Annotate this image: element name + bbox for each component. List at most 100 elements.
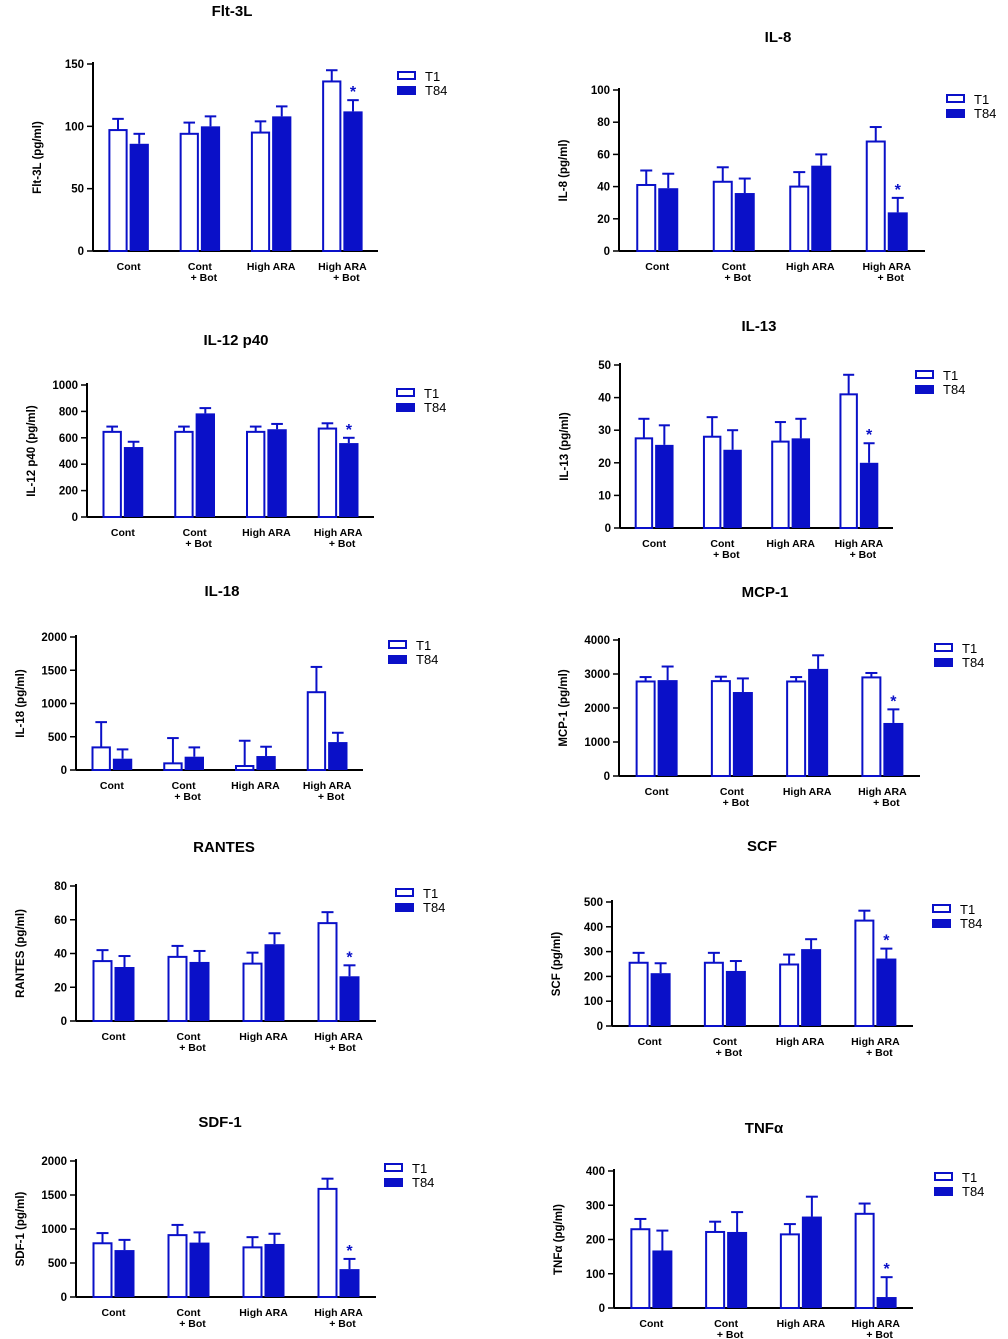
chart-title: IL-18: [204, 583, 239, 600]
significance-asterisk: *: [883, 933, 890, 950]
x-tick-label: High ARA: [314, 527, 363, 539]
x-tick-label: High ARA: [314, 1031, 363, 1043]
y-axis-label: Flt-3L (pg/ml): [32, 121, 44, 194]
legend-label-t84: T84: [412, 1175, 434, 1190]
chart-panel-3: IL-12 p40 IL-12 p40 (pg/ml) 0 200 400 600 800 1…: [26, 332, 446, 550]
bar-t1: [854, 919, 875, 1027]
legend-swatch-t1: [946, 94, 965, 103]
y-tick-label: 40: [54, 949, 67, 961]
y-tick-label: 20: [54, 982, 67, 994]
legend-swatch-t1: [915, 370, 934, 379]
bar-t84: [801, 1216, 822, 1308]
y-tick-label: 80: [54, 881, 67, 893]
bar-t84: [189, 1242, 210, 1297]
x-tick-label: Cont: [645, 786, 669, 798]
x-tick-label: High ARA: [303, 780, 352, 792]
legend-label-t84: T84: [424, 400, 446, 415]
significance-asterisk: *: [890, 693, 897, 710]
x-tick-label: + Bot: [724, 272, 751, 284]
x-tick-label: High ARA: [231, 780, 280, 792]
bar-t84: [112, 758, 133, 770]
y-tick-label: 0: [604, 771, 610, 783]
x-tick-label: Cont: [102, 1307, 126, 1319]
bar-t1: [167, 1234, 188, 1298]
legend-swatch-t84: [396, 403, 415, 412]
x-tick-label: High ARA: [239, 1307, 288, 1319]
y-tick-label: 300: [586, 1200, 605, 1212]
bar-t84: [727, 1231, 748, 1308]
y-tick-label: 0: [61, 765, 67, 777]
chart-panel-5: IL-18 IL-18 (pg/ml) 0 500 1000 1500 2000 Cont Co…: [15, 583, 438, 803]
chart-panel-9: SDF-1 SDF-1 (pg/ml) 0 500 1000 1500 2000 Cont Co…: [15, 1114, 434, 1330]
bar-t84: [267, 429, 287, 517]
x-tick-label: + Bot: [723, 797, 750, 809]
x-tick-label: High ARA: [239, 1031, 288, 1043]
y-tick-label: 50: [598, 360, 611, 372]
bar-t84: [195, 413, 215, 517]
y-tick-label: 40: [598, 393, 611, 405]
chart-title: RANTES: [193, 839, 255, 856]
legend-swatch-t84: [932, 919, 951, 928]
bar-t1: [703, 961, 724, 1028]
y-tick-label: 400: [584, 922, 603, 934]
significance-asterisk: *: [350, 84, 357, 101]
bar-t1: [167, 955, 188, 1022]
bar-t1: [322, 80, 342, 252]
legend-swatch-t84: [384, 1178, 403, 1187]
bar-t1: [163, 762, 183, 771]
bar-t84: [114, 1250, 135, 1297]
legend-swatch-t1: [934, 643, 953, 652]
bar-t84: [129, 143, 149, 251]
bar-t84: [272, 116, 292, 251]
y-tick-label: 0: [599, 1303, 605, 1315]
x-tick-label: + Bot: [713, 549, 740, 561]
legend-swatch-t1: [395, 888, 414, 897]
legend-swatch-t84: [934, 1187, 953, 1196]
legend-swatch-t84: [915, 385, 934, 394]
y-tick-label: 1000: [41, 1224, 67, 1236]
bar-t84: [883, 722, 904, 776]
chart-title: IL-12 p40: [203, 332, 268, 349]
x-tick-label: Cont: [177, 1307, 201, 1319]
x-tick-label: High ARA: [318, 261, 367, 273]
x-tick-label: High ARA: [247, 261, 296, 273]
legend-swatch-t84: [388, 655, 407, 664]
x-tick-label: + Bot: [185, 538, 212, 550]
x-tick-label: High ARA: [777, 1318, 826, 1330]
x-tick-label: + Bot: [716, 1047, 743, 1059]
bar-t1: [242, 1246, 263, 1298]
bar-t84: [859, 462, 879, 528]
y-tick-label: 100: [65, 121, 84, 133]
bar-t84: [264, 1243, 285, 1297]
bar-t84: [655, 444, 674, 528]
x-tick-label: High ARA: [783, 786, 832, 798]
bar-t84: [256, 756, 276, 770]
y-tick-label: 3000: [584, 669, 610, 681]
bar-t84: [811, 165, 832, 251]
y-tick-label: 2000: [41, 1156, 67, 1168]
bar-t1: [179, 132, 199, 253]
legend-swatch-t1: [388, 640, 407, 649]
x-tick-label: + Bot: [179, 1318, 206, 1330]
bar-t1: [317, 1187, 338, 1299]
legend-swatch-t1: [932, 904, 951, 913]
y-tick-label: 20: [598, 458, 611, 470]
bar-t1: [786, 680, 807, 777]
x-tick-label: + Bot: [318, 791, 345, 803]
legend-label-t84: T84: [962, 655, 984, 670]
x-tick-label: Cont: [638, 1036, 662, 1048]
y-axis-label: SCF (pg/ml): [551, 932, 563, 997]
y-tick-label: 400: [586, 1166, 605, 1178]
bar-t1: [789, 185, 810, 253]
y-tick-label: 800: [59, 406, 78, 418]
bar-t84: [339, 1269, 360, 1297]
y-tick-label: 50: [71, 184, 84, 196]
bar-t1: [317, 427, 338, 518]
bar-t84: [200, 126, 221, 251]
